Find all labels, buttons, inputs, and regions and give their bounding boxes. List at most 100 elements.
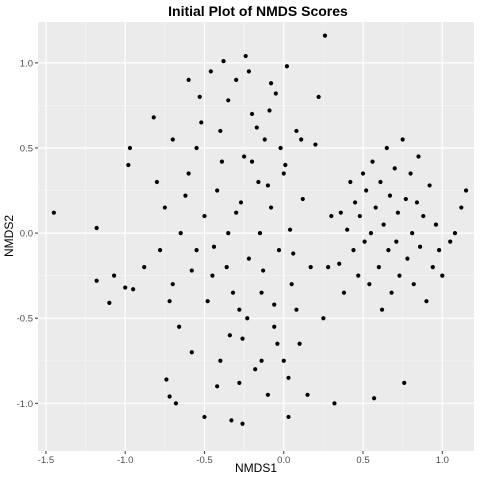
data-point (259, 358, 264, 363)
x-tick-label: 1.0 (436, 455, 449, 466)
data-point (208, 69, 213, 74)
data-point (265, 392, 270, 397)
data-point (345, 227, 350, 232)
data-point (421, 213, 426, 219)
data-point (189, 350, 194, 355)
data-point (261, 268, 266, 273)
data-point (281, 171, 286, 176)
data-point (94, 278, 99, 283)
data-point (237, 380, 242, 386)
data-point (218, 358, 223, 363)
data-point (219, 159, 225, 164)
data-point (257, 230, 263, 236)
data-point (189, 268, 194, 273)
data-point (364, 188, 369, 193)
data-point (167, 394, 172, 399)
data-point (177, 324, 182, 329)
data-point (131, 287, 136, 292)
data-point (259, 290, 264, 295)
data-point (384, 145, 389, 151)
data-point (389, 290, 394, 295)
data-point (265, 183, 270, 188)
data-point (194, 248, 199, 253)
data-point (249, 159, 255, 164)
data-point (275, 341, 280, 346)
data-point (107, 300, 112, 305)
data-point (294, 128, 299, 134)
y-tick-label: 0.0 (20, 229, 33, 240)
x-tick-label: -0.5 (196, 455, 212, 466)
data-point (356, 273, 361, 278)
data-point (448, 239, 453, 244)
data-point (352, 200, 358, 205)
data-point (240, 336, 245, 341)
y-axis: -1.0 -0.5 0.0 0.5 1.0 (17, 58, 38, 410)
data-point (321, 316, 326, 321)
data-point (341, 290, 347, 295)
data-point (262, 137, 267, 142)
data-point (162, 205, 167, 210)
data-point (387, 193, 393, 198)
data-point (291, 251, 296, 256)
data-point (400, 137, 405, 142)
data-point (94, 225, 99, 231)
data-point (410, 230, 415, 236)
data-point (237, 307, 242, 312)
y-tick-label: -1.0 (17, 399, 33, 410)
data-point (395, 210, 400, 215)
data-point (308, 265, 313, 270)
data-point (238, 200, 244, 205)
data-point (246, 69, 251, 74)
data-point (167, 299, 172, 304)
y-axis-title: NMDS2 (2, 215, 16, 257)
data-point (126, 162, 131, 168)
data-point (142, 265, 147, 270)
data-point (273, 91, 278, 96)
data-point (417, 244, 423, 249)
data-point (408, 171, 413, 176)
x-axis-title: NMDS1 (235, 461, 277, 475)
data-point (351, 248, 356, 253)
data-point (289, 282, 294, 287)
data-point (433, 222, 439, 227)
data-point (242, 154, 247, 159)
x-axis: -1.5 -1.0 -0.5 0.0 0.5 1.0 (38, 451, 449, 466)
data-point (287, 227, 293, 232)
data-point (463, 188, 469, 193)
data-point (229, 418, 234, 423)
data-point (272, 324, 277, 329)
data-point (283, 162, 288, 168)
y-tick-label: 0.5 (20, 143, 33, 154)
data-point (402, 380, 407, 386)
data-point (394, 239, 399, 244)
data-point (427, 183, 432, 188)
data-point (360, 171, 366, 176)
data-point (157, 248, 163, 253)
data-point (268, 81, 274, 86)
data-point (240, 421, 245, 426)
data-point (370, 159, 375, 164)
data-point (151, 115, 156, 120)
data-point (246, 256, 251, 261)
data-point (424, 299, 429, 304)
y-tick-label: 1.0 (20, 58, 33, 69)
data-point (373, 205, 378, 210)
data-point (397, 273, 402, 278)
data-point (299, 137, 304, 142)
data-point (218, 128, 223, 134)
data-point (332, 401, 337, 406)
data-point (278, 145, 283, 151)
data-point (234, 210, 239, 215)
data-point (452, 230, 458, 236)
data-point (322, 33, 328, 38)
x-tick-label: -1.0 (117, 455, 133, 466)
data-point (51, 210, 56, 215)
data-point (197, 94, 202, 100)
data-point (194, 145, 199, 151)
data-point (414, 200, 420, 205)
data-point (173, 401, 179, 406)
data-point (392, 166, 397, 171)
data-point (300, 196, 305, 202)
plot-panel (38, 22, 474, 451)
data-point (127, 145, 133, 151)
